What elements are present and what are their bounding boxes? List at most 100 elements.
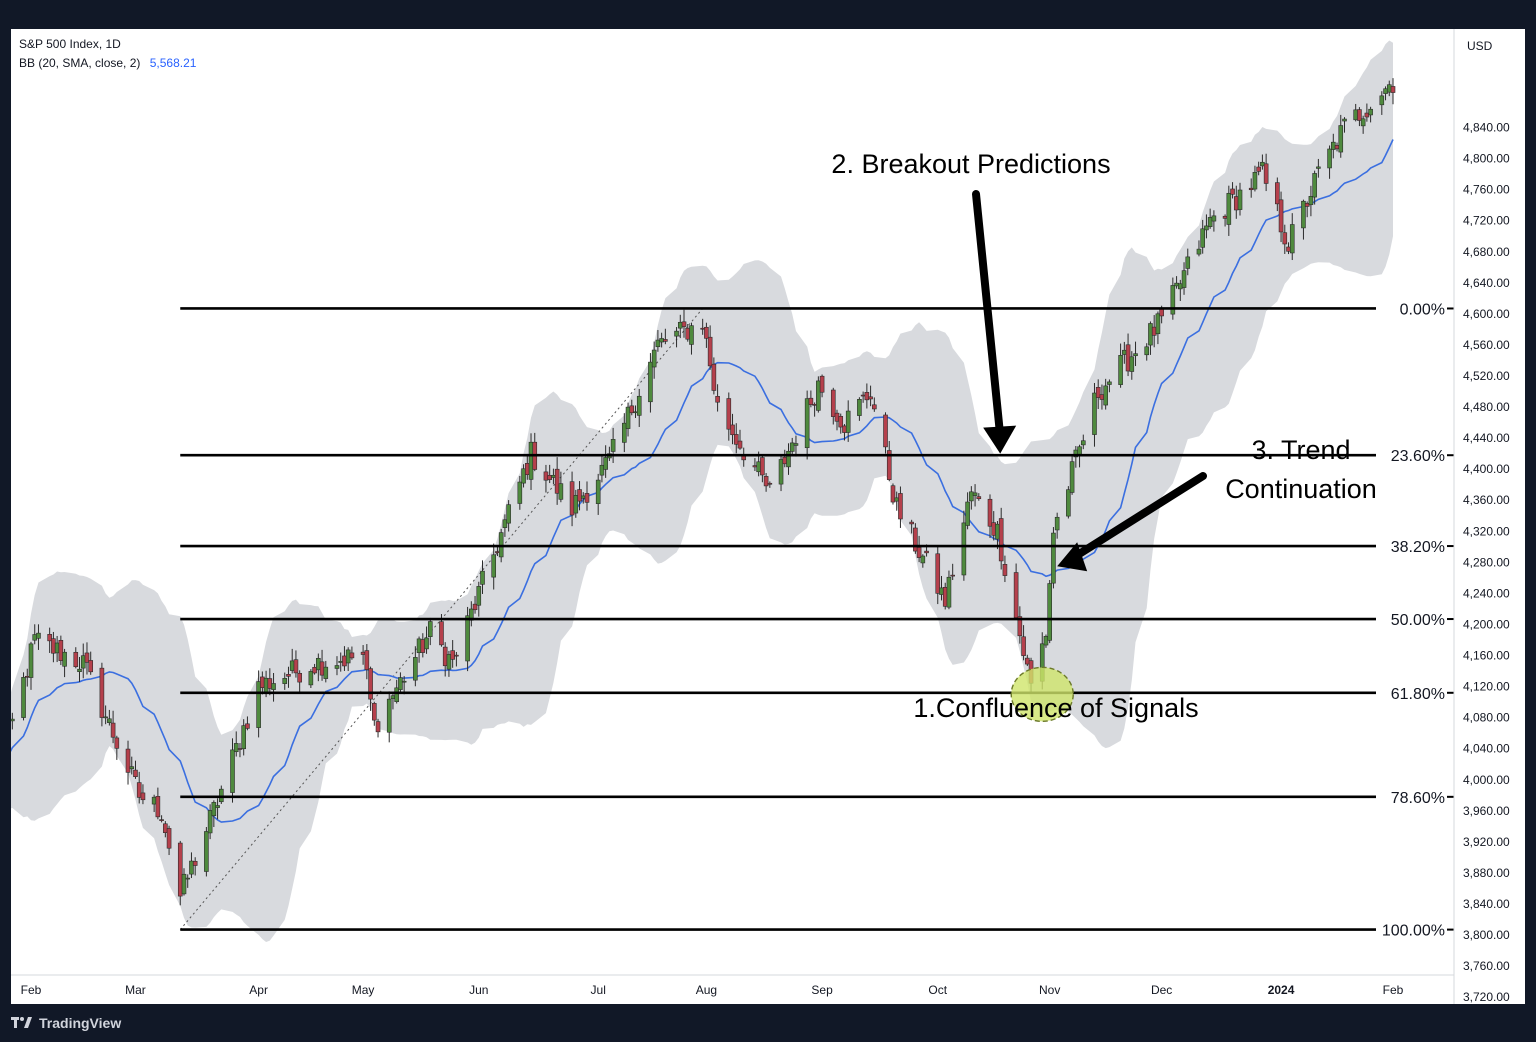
- candle-up: [413, 646, 418, 687]
- y-tick-label: 3,960.00: [1463, 804, 1510, 818]
- candle-up: [308, 669, 314, 688]
- candle-down: [371, 701, 377, 726]
- candle-down: [704, 322, 709, 348]
- candle-down: [155, 787, 161, 820]
- candle-up: [1226, 185, 1232, 236]
- candle-down: [830, 387, 836, 425]
- candle-up: [207, 804, 213, 840]
- x-tick-label: Jul: [591, 983, 606, 997]
- y-tick-label: 3,760.00: [1463, 959, 1510, 973]
- candle-down: [73, 647, 79, 669]
- y-tick-label: 4,480.00: [1463, 400, 1510, 414]
- y-tick-label: 4,680.00: [1463, 245, 1510, 259]
- y-tick-label: 4,800.00: [1463, 152, 1510, 166]
- y-tick-label: 4,760.00: [1463, 183, 1510, 197]
- candle-up: [185, 874, 191, 888]
- candle-down: [177, 840, 183, 906]
- candle-up: [969, 486, 974, 510]
- x-tick-label: Jun: [469, 983, 488, 997]
- candle-down: [730, 413, 735, 445]
- candle-up: [386, 691, 392, 743]
- x-tick-label: May: [352, 983, 375, 997]
- candle-up: [1207, 208, 1213, 229]
- candle-down: [838, 413, 844, 434]
- candle-up: [1237, 182, 1243, 216]
- annotation-breakout: 2. Breakout Predictions: [831, 149, 1110, 179]
- candle-up: [1107, 379, 1112, 393]
- candle-up: [241, 719, 246, 756]
- candle-up: [256, 670, 261, 738]
- candle-up: [1181, 262, 1187, 295]
- axes: USD 3,720.00 3,760.00 3,800.00 3,840.00 3,880…: [11, 29, 1510, 1004]
- candle-up: [816, 376, 821, 413]
- candle-up: [1211, 210, 1217, 232]
- y-tick-label: 3,920.00: [1463, 835, 1510, 849]
- y-tick-label: 4,360.00: [1463, 493, 1510, 507]
- x-tick-label: Aug: [696, 983, 717, 997]
- y-tick-label: 4,560.00: [1463, 338, 1510, 352]
- candle-up: [804, 390, 810, 460]
- candle-up: [204, 826, 209, 877]
- candle-up: [1043, 634, 1049, 648]
- candle-down: [998, 507, 1004, 570]
- candle-down: [1002, 555, 1008, 583]
- candle-up: [1379, 91, 1385, 115]
- candle-up: [1301, 199, 1306, 240]
- chart-canvas[interactable]: 0.00% 23.60% 38.20% 50.00% 61.80% 78.60% 100.0…: [11, 29, 1525, 1004]
- y-tick-label: 4,280.00: [1463, 555, 1510, 569]
- bollinger-bands: [11, 40, 1393, 942]
- fib-level: 23.60%: [180, 448, 1454, 465]
- candle-down: [1095, 379, 1101, 410]
- watermark: TradingView: [11, 1012, 121, 1034]
- candle-down: [909, 519, 914, 534]
- candle-up: [610, 427, 616, 464]
- fib-levels: 0.00% 23.60% 38.20% 50.00% 61.80% 78.60% 100.0…: [180, 301, 1454, 940]
- candle-up: [62, 648, 67, 678]
- candle-down: [110, 710, 116, 744]
- y-tick-label: 3,840.00: [1463, 897, 1510, 911]
- y-tick-label: 3,720.00: [1463, 990, 1510, 1004]
- candle-up: [1312, 170, 1317, 205]
- candle-down: [554, 457, 560, 505]
- candle-up: [107, 709, 112, 726]
- trend-arrow-head: [1057, 542, 1088, 572]
- annotations: 1.Confluence of Signals 2. Breakout Predi…: [831, 149, 1376, 723]
- fib-level: 100.00%: [180, 923, 1454, 940]
- candle-down: [733, 423, 739, 454]
- y-tick-label: 4,040.00: [1463, 742, 1510, 756]
- fib-level: 38.20%: [180, 539, 1454, 556]
- candle-up: [1327, 145, 1332, 179]
- y-tick-label: 4,000.00: [1463, 773, 1510, 787]
- candle-up: [622, 413, 627, 453]
- candle-up: [1204, 214, 1209, 239]
- basis-line: [11, 139, 1394, 823]
- candle-up: [36, 624, 41, 650]
- candle-down: [1278, 191, 1284, 243]
- x-tick-label: Feb: [1383, 983, 1404, 997]
- confluence-highlight: [1010, 666, 1074, 723]
- candle-up: [789, 437, 795, 456]
- y-tick-label: 3,880.00: [1463, 866, 1510, 880]
- candle-down: [47, 627, 52, 653]
- fib-level: 0.00%: [180, 301, 1454, 318]
- candle-down: [913, 523, 918, 554]
- candle-up: [1360, 115, 1366, 134]
- candle-up: [1342, 117, 1347, 133]
- fib-level-label: 61.80%: [1391, 686, 1445, 703]
- fib-level-label: 100.00%: [1382, 923, 1445, 940]
- candle-down: [1390, 78, 1396, 105]
- candle-up: [211, 800, 217, 828]
- candle-up: [920, 554, 926, 568]
- candle-up: [77, 656, 82, 682]
- candle-down: [1263, 153, 1269, 192]
- candle-down: [99, 662, 105, 727]
- candle-down: [763, 473, 769, 492]
- candle-down: [819, 374, 825, 398]
- candle-up: [1054, 512, 1060, 539]
- candle-up: [1047, 580, 1053, 644]
- candle-up: [1129, 351, 1135, 380]
- candle-down: [663, 328, 668, 345]
- candle-up: [215, 798, 220, 820]
- candle-up: [446, 650, 452, 677]
- candle-down: [890, 483, 896, 505]
